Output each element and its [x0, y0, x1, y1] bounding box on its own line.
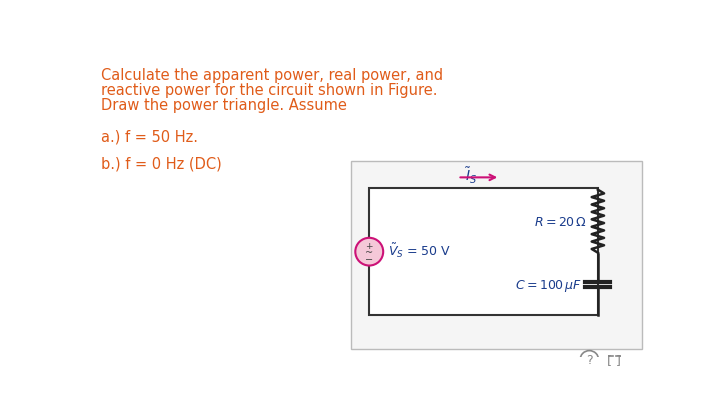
Text: ?: ?: [586, 353, 593, 367]
Text: b.) f = 0 Hz (DC): b.) f = 0 Hz (DC): [101, 156, 222, 171]
Text: $\tilde{I}_S$: $\tilde{I}_S$: [466, 166, 477, 186]
Text: $\tilde{V}_S$ = 50 V: $\tilde{V}_S$ = 50 V: [388, 241, 451, 260]
Text: Draw the power triangle. Assume: Draw the power triangle. Assume: [101, 97, 347, 112]
Text: [ ]: [ ]: [607, 353, 621, 367]
Circle shape: [355, 238, 383, 266]
Text: $C = 100\,\mu F$: $C = 100\,\mu F$: [515, 277, 583, 293]
FancyBboxPatch shape: [351, 162, 642, 349]
Text: +: +: [365, 241, 373, 250]
Text: Calculate the apparent power, real power, and: Calculate the apparent power, real power…: [101, 68, 443, 83]
Text: reactive power for the circuit shown in Figure.: reactive power for the circuit shown in …: [101, 83, 438, 98]
Bar: [369, 189, 598, 316]
Text: −: −: [365, 254, 373, 264]
Text: a.) f = 50 Hz.: a.) f = 50 Hz.: [101, 129, 198, 144]
Text: $R = 20\,\Omega$: $R = 20\,\Omega$: [534, 215, 587, 228]
Text: ~: ~: [365, 248, 373, 258]
